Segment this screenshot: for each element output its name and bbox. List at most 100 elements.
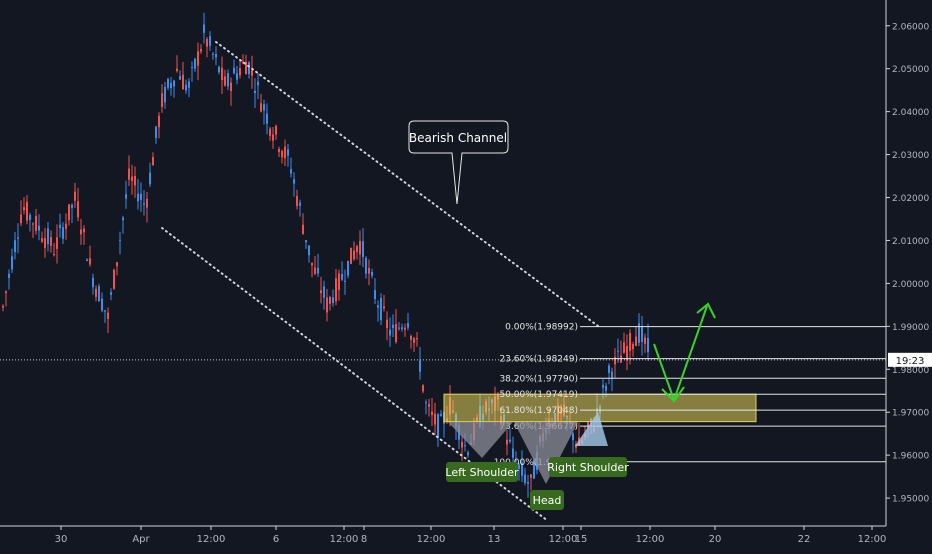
candle-body bbox=[605, 385, 607, 391]
candle-body bbox=[77, 201, 79, 218]
candle-body bbox=[32, 223, 34, 225]
candle-body bbox=[467, 452, 469, 456]
candle-body bbox=[404, 327, 406, 330]
candle-body bbox=[251, 70, 253, 76]
candle-body bbox=[377, 305, 379, 308]
x-tick-label: Apr bbox=[132, 534, 150, 545]
candle-body bbox=[176, 68, 178, 71]
current-price-time: 19:23 bbox=[896, 356, 925, 367]
candle-body bbox=[203, 24, 205, 33]
candle-body bbox=[437, 414, 439, 438]
candle-body bbox=[572, 433, 574, 441]
candle-body bbox=[227, 73, 229, 87]
candle-body bbox=[608, 365, 610, 373]
candle-body bbox=[119, 239, 121, 241]
current-price-badge bbox=[888, 352, 932, 367]
candle-body bbox=[41, 238, 43, 242]
demand-zone bbox=[443, 393, 757, 423]
candle-body bbox=[164, 87, 166, 103]
candle-body bbox=[56, 237, 58, 249]
candle-body bbox=[221, 67, 223, 81]
candle-body bbox=[464, 445, 466, 447]
candle-body bbox=[140, 193, 142, 201]
head-triangle bbox=[514, 422, 578, 484]
drawing-lines bbox=[0, 41, 886, 522]
candle-body bbox=[92, 277, 94, 288]
candle-body bbox=[149, 172, 151, 185]
candle-body bbox=[143, 203, 145, 205]
candle-body bbox=[170, 83, 172, 89]
candle-body bbox=[524, 474, 526, 483]
y-tick-label: 1.95000 bbox=[892, 495, 929, 505]
fib-level-label: 0.00%(1.98992) bbox=[505, 323, 578, 333]
candle-body bbox=[320, 290, 322, 294]
left-shoulder-label-text: Left Shoulder bbox=[445, 466, 519, 479]
candle-body bbox=[248, 62, 250, 75]
candle-body bbox=[644, 337, 646, 344]
candle-body bbox=[5, 291, 7, 294]
candle-body bbox=[44, 238, 46, 248]
candle-body bbox=[104, 310, 106, 312]
candle-body bbox=[179, 76, 181, 80]
candle-body bbox=[647, 337, 649, 353]
candle-body bbox=[329, 297, 331, 304]
candle-body bbox=[347, 260, 349, 276]
candle-body bbox=[50, 237, 52, 246]
y-tick-label: 2.05000 bbox=[892, 65, 929, 75]
right-shoulder-label: Right Shoulder bbox=[547, 457, 629, 477]
candle-body bbox=[617, 350, 619, 352]
candle-body bbox=[161, 93, 163, 107]
candle-body bbox=[194, 58, 196, 69]
x-tick-label: 15 bbox=[575, 534, 588, 545]
candle-body bbox=[614, 356, 616, 365]
candle-body bbox=[383, 306, 385, 309]
fib-level-label: 23.60%(1.98249) bbox=[499, 355, 578, 365]
candle-body bbox=[314, 267, 316, 274]
candle-body bbox=[8, 273, 10, 278]
candle-body bbox=[71, 204, 73, 209]
candle-body bbox=[290, 169, 292, 174]
candle-body bbox=[185, 84, 187, 91]
candle-body bbox=[311, 262, 313, 266]
candle-body bbox=[242, 61, 244, 63]
candle-body bbox=[344, 280, 346, 282]
head-label-bg bbox=[530, 490, 564, 510]
candle-body bbox=[293, 179, 295, 184]
candle-body bbox=[317, 267, 319, 274]
candle-body bbox=[506, 439, 508, 445]
y-tick-label: 2.01000 bbox=[892, 237, 929, 247]
candle-body bbox=[53, 254, 55, 256]
candle-body bbox=[281, 151, 283, 158]
candle-body bbox=[302, 224, 304, 234]
candle-body bbox=[200, 48, 202, 52]
candle-body bbox=[107, 312, 109, 319]
candle-body bbox=[368, 268, 370, 274]
candle-body bbox=[602, 384, 604, 388]
x-tick-label: 13 bbox=[488, 534, 501, 545]
arrow-head-down bbox=[661, 386, 685, 403]
candle-body bbox=[395, 323, 397, 342]
candle-body bbox=[371, 272, 373, 276]
candle-body bbox=[131, 176, 133, 181]
x-tick-label: 20 bbox=[709, 534, 722, 545]
y-tick-label: 2.02000 bbox=[892, 194, 929, 204]
candle-body bbox=[224, 76, 226, 86]
candle-body bbox=[284, 146, 286, 159]
candle-body bbox=[83, 228, 85, 233]
candle-body bbox=[17, 237, 19, 239]
candle-body bbox=[521, 462, 523, 476]
candle-body bbox=[359, 241, 361, 255]
candle-body bbox=[116, 262, 118, 267]
candle-body bbox=[416, 338, 418, 340]
candle-body bbox=[518, 464, 520, 469]
candle-body bbox=[425, 402, 427, 404]
candle-body bbox=[230, 82, 232, 92]
x-tick-label: 12:00 bbox=[549, 534, 578, 545]
candle-body bbox=[338, 273, 340, 290]
x-tick-label: 6 bbox=[273, 534, 279, 545]
candle-body bbox=[38, 225, 40, 231]
right-shoulder-label-bg bbox=[549, 457, 627, 477]
right-shoulder-label-text: Right Shoulder bbox=[547, 461, 629, 474]
